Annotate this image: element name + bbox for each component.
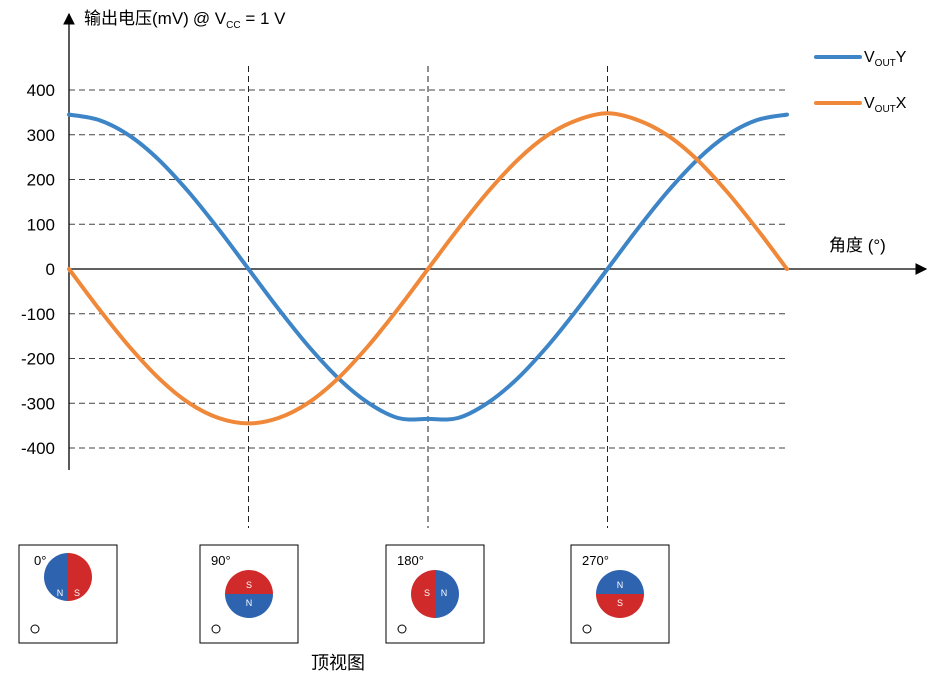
y-axis-title-unit: (mV) <box>152 9 189 28</box>
magnet-half-second <box>68 553 92 601</box>
magnet-pole-s: S <box>246 580 252 590</box>
magnet-view-270: 270° N S <box>570 544 670 644</box>
y-tick-label: 200 <box>27 171 55 190</box>
series-line-voutx <box>67 111 789 426</box>
magnet-pole-n: N <box>57 588 64 598</box>
magnet-pole-n: N <box>441 588 448 598</box>
magnet-half-first <box>411 570 435 618</box>
magnet-view-angle-label: 90° <box>211 553 231 568</box>
magnet-view-angle-label: 270° <box>582 553 609 568</box>
legend-label-voutx: VOUTX <box>864 95 907 115</box>
series-line-vouty <box>67 112 789 422</box>
magnet-pole-n: N <box>617 580 624 590</box>
magnet-half-second <box>435 570 459 618</box>
y-tick-label: 300 <box>27 126 55 145</box>
y-tick-label: -400 <box>21 439 55 458</box>
sensor-marker-circle <box>397 624 407 634</box>
magnet-view-90: 90° S N <box>199 544 299 644</box>
sensor-marker-circle <box>30 624 40 634</box>
magnet-view-0: 0° N S <box>18 544 118 644</box>
magnet-pole-n: N <box>246 598 253 608</box>
magnet-pole-s: S <box>617 598 623 608</box>
magnet-view-angle-label: 0° <box>34 553 46 568</box>
y-axis-title-condition-post: = 1 V <box>241 9 287 28</box>
magnet-half-second <box>596 594 644 618</box>
legend-label-vouty: VOUTY <box>864 49 907 69</box>
sensor-marker-circle <box>582 624 592 634</box>
magnet-half-first <box>596 570 644 594</box>
y-tick-label: 0 <box>46 260 55 279</box>
series-lines <box>67 111 789 426</box>
y-axis-title-condition: @ V <box>193 9 227 28</box>
magnet-half-second <box>225 594 273 618</box>
y-tick-label: 100 <box>27 215 55 234</box>
top-view-caption: 顶视图 <box>311 653 365 673</box>
magnet-pole-s: S <box>424 588 430 598</box>
y-axis-title-prefix: 输出电压 <box>84 9 152 28</box>
y-tick-label: -200 <box>21 350 55 369</box>
x-axis-title: 角度 (°) <box>829 236 886 255</box>
sensor-marker-circle <box>211 624 221 634</box>
y-tick-labels: 400 300 200 100 0 -100 -200 -300 -400 <box>21 81 55 458</box>
angle-reference-lines <box>248 66 608 528</box>
magnet-view-angle-label: 180° <box>397 553 424 568</box>
y-tick-label: -100 <box>21 305 55 324</box>
magnet-view-180: 180° S N <box>385 544 485 644</box>
magnet-half-first <box>225 570 273 594</box>
y-tick-label: 400 <box>27 81 55 100</box>
magnet-pole-s: S <box>74 588 80 598</box>
magnet-half-first <box>44 553 68 601</box>
y-tick-label: -300 <box>21 394 55 413</box>
y-axis-title-condition-sub: CC <box>226 20 240 31</box>
y-axis-title: 输出电压(mV) @ VCC = 1 V <box>84 9 286 31</box>
legend: VOUTY VOUTX <box>814 49 907 115</box>
